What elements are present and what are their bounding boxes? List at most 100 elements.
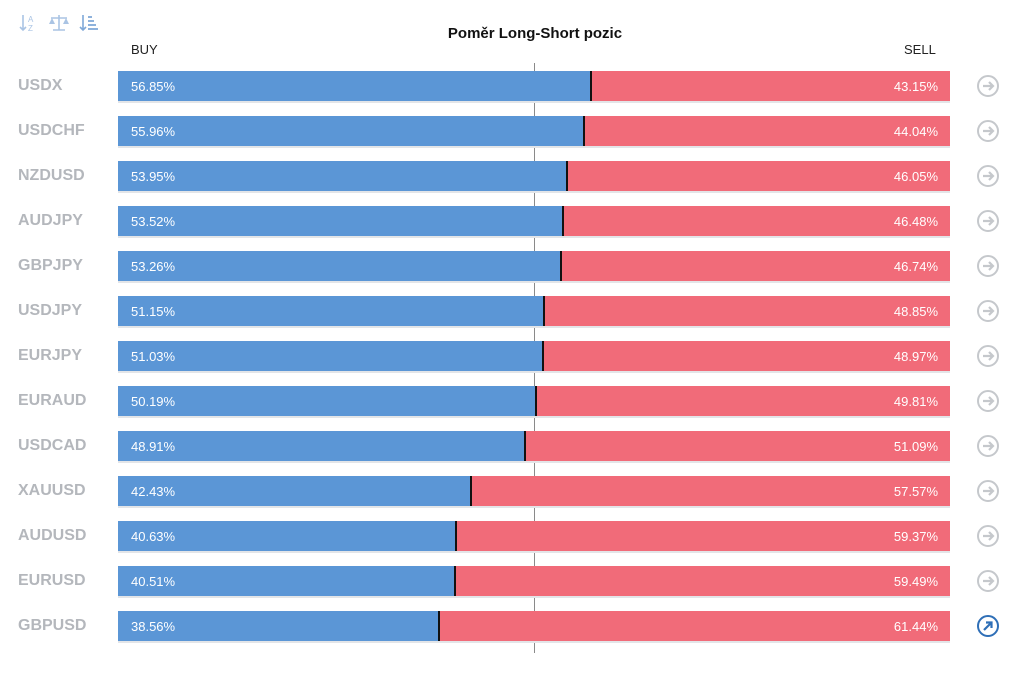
buy-percent-label: 55.96% (131, 124, 176, 139)
balance-scale-icon[interactable] (48, 12, 70, 34)
buy-percent-label: 53.52% (131, 214, 176, 229)
arrow-right-icon[interactable] (976, 434, 1000, 458)
arrow-right-icon[interactable] (976, 164, 1000, 188)
bar-shadow (118, 236, 950, 238)
pair-row: NZDUSD 53.95% 46.05% (0, 161, 1025, 193)
sell-bar (584, 116, 950, 146)
buy-bar (118, 206, 563, 236)
bar-shadow (118, 551, 950, 553)
ratio-bar: 51.03% 48.97% (118, 341, 950, 371)
arrow-right-icon[interactable] (976, 479, 1000, 503)
buy-bar (118, 161, 567, 191)
arrow-right-icon[interactable] (976, 74, 1000, 98)
ratio-marker (524, 431, 526, 461)
pair-row: XAUUSD 42.43% 57.57% (0, 476, 1025, 508)
arrow-right-icon[interactable] (976, 254, 1000, 278)
pair-symbol[interactable]: XAUUSD (18, 482, 86, 499)
ratio-marker (583, 116, 585, 146)
ratio-marker (535, 386, 537, 416)
buy-bar (118, 341, 543, 371)
arrow-right-icon[interactable] (976, 209, 1000, 233)
sell-percent-label: 44.04% (893, 124, 938, 139)
bar-shadow (118, 461, 950, 463)
sell-bar (567, 161, 950, 191)
ratio-marker (590, 71, 592, 101)
buy-bar (118, 611, 439, 641)
buy-bar (118, 386, 536, 416)
sell-percent-label: 46.74% (893, 259, 938, 274)
pair-row: USDCAD 48.91% 51.09% (0, 431, 1025, 463)
pair-symbol[interactable]: EURAUD (18, 392, 87, 409)
bar-shadow (118, 281, 950, 283)
buy-percent-label: 51.15% (131, 304, 176, 319)
buy-bar (118, 521, 456, 551)
sell-percent-label: 48.97% (893, 349, 938, 364)
sell-header: SELL (904, 42, 936, 57)
buy-percent-label: 42.43% (131, 484, 176, 499)
buy-percent-label: 40.51% (131, 574, 176, 589)
pair-symbol[interactable]: USDCAD (18, 437, 87, 454)
arrow-right-icon[interactable] (976, 569, 1000, 593)
pair-symbol[interactable]: AUDUSD (18, 527, 87, 544)
arrow-right-icon[interactable] (976, 524, 1000, 548)
pair-row: USDX 56.85% 43.15% (0, 71, 1025, 103)
sell-bar (525, 431, 950, 461)
sell-percent-label: 51.09% (893, 439, 938, 454)
sell-percent-label: 59.37% (893, 529, 938, 544)
sell-percent-label: 61.44% (893, 619, 938, 634)
sort-numeric-icon[interactable] (78, 12, 100, 34)
ratio-marker (470, 476, 472, 506)
pair-symbol[interactable]: EURUSD (18, 572, 86, 589)
pair-row: AUDUSD 40.63% 59.37% (0, 521, 1025, 553)
sell-percent-label: 48.85% (893, 304, 938, 319)
pair-symbol[interactable]: NZDUSD (18, 167, 85, 184)
external-link-icon[interactable] (976, 614, 1000, 638)
pair-row: USDJPY 51.15% 48.85% (0, 296, 1025, 328)
ratio-bar: 42.43% 57.57% (118, 476, 950, 506)
ratio-bar: 53.52% 46.48% (118, 206, 950, 236)
buy-bar (118, 431, 525, 461)
ratio-bar: 51.15% 48.85% (118, 296, 950, 326)
buy-bar (118, 251, 561, 281)
pair-symbol[interactable]: USDX (18, 77, 63, 94)
sell-bar (563, 206, 950, 236)
ratio-bar: 56.85% 43.15% (118, 71, 950, 101)
ratio-bar: 53.95% 46.05% (118, 161, 950, 191)
arrow-right-icon[interactable] (976, 119, 1000, 143)
arrow-right-icon[interactable] (976, 344, 1000, 368)
pair-symbol[interactable]: USDJPY (18, 302, 83, 319)
pair-symbol[interactable]: GBPJPY (18, 257, 83, 274)
buy-percent-label: 40.63% (131, 529, 176, 544)
pair-symbol[interactable]: GBPUSD (18, 617, 87, 634)
ratio-bar: 48.91% 51.09% (118, 431, 950, 461)
arrow-right-icon[interactable] (976, 389, 1000, 413)
ratio-marker (542, 341, 544, 371)
ratio-bar: 50.19% 49.81% (118, 386, 950, 416)
sell-percent-label: 46.48% (893, 214, 938, 229)
pair-row: USDCHF 55.96% 44.04% (0, 116, 1025, 148)
buy-percent-label: 51.03% (131, 349, 176, 364)
buy-percent-label: 50.19% (131, 394, 176, 409)
pair-row: GBPJPY 53.26% 46.74% (0, 251, 1025, 283)
pair-row: GBPUSD 38.56% 61.44% (0, 611, 1025, 643)
sell-percent-label: 49.81% (893, 394, 938, 409)
bar-shadow (118, 506, 950, 508)
sell-percent-label: 57.57% (893, 484, 938, 499)
sell-percent-label: 46.05% (893, 169, 938, 184)
pair-symbol[interactable]: AUDJPY (18, 212, 83, 229)
sell-bar (544, 296, 950, 326)
ratio-bar: 40.63% 59.37% (118, 521, 950, 551)
pair-symbol[interactable]: USDCHF (18, 122, 85, 139)
bar-shadow (118, 596, 950, 598)
pair-symbol[interactable]: EURJPY (18, 347, 83, 364)
ratio-marker (455, 521, 457, 551)
arrow-right-icon[interactable] (976, 299, 1000, 323)
sell-bar (471, 476, 950, 506)
buy-percent-label: 38.56% (131, 619, 176, 634)
sell-bar (536, 386, 950, 416)
buy-percent-label: 56.85% (131, 79, 176, 94)
buy-bar (118, 71, 591, 101)
sell-percent-label: 43.15% (893, 79, 938, 94)
